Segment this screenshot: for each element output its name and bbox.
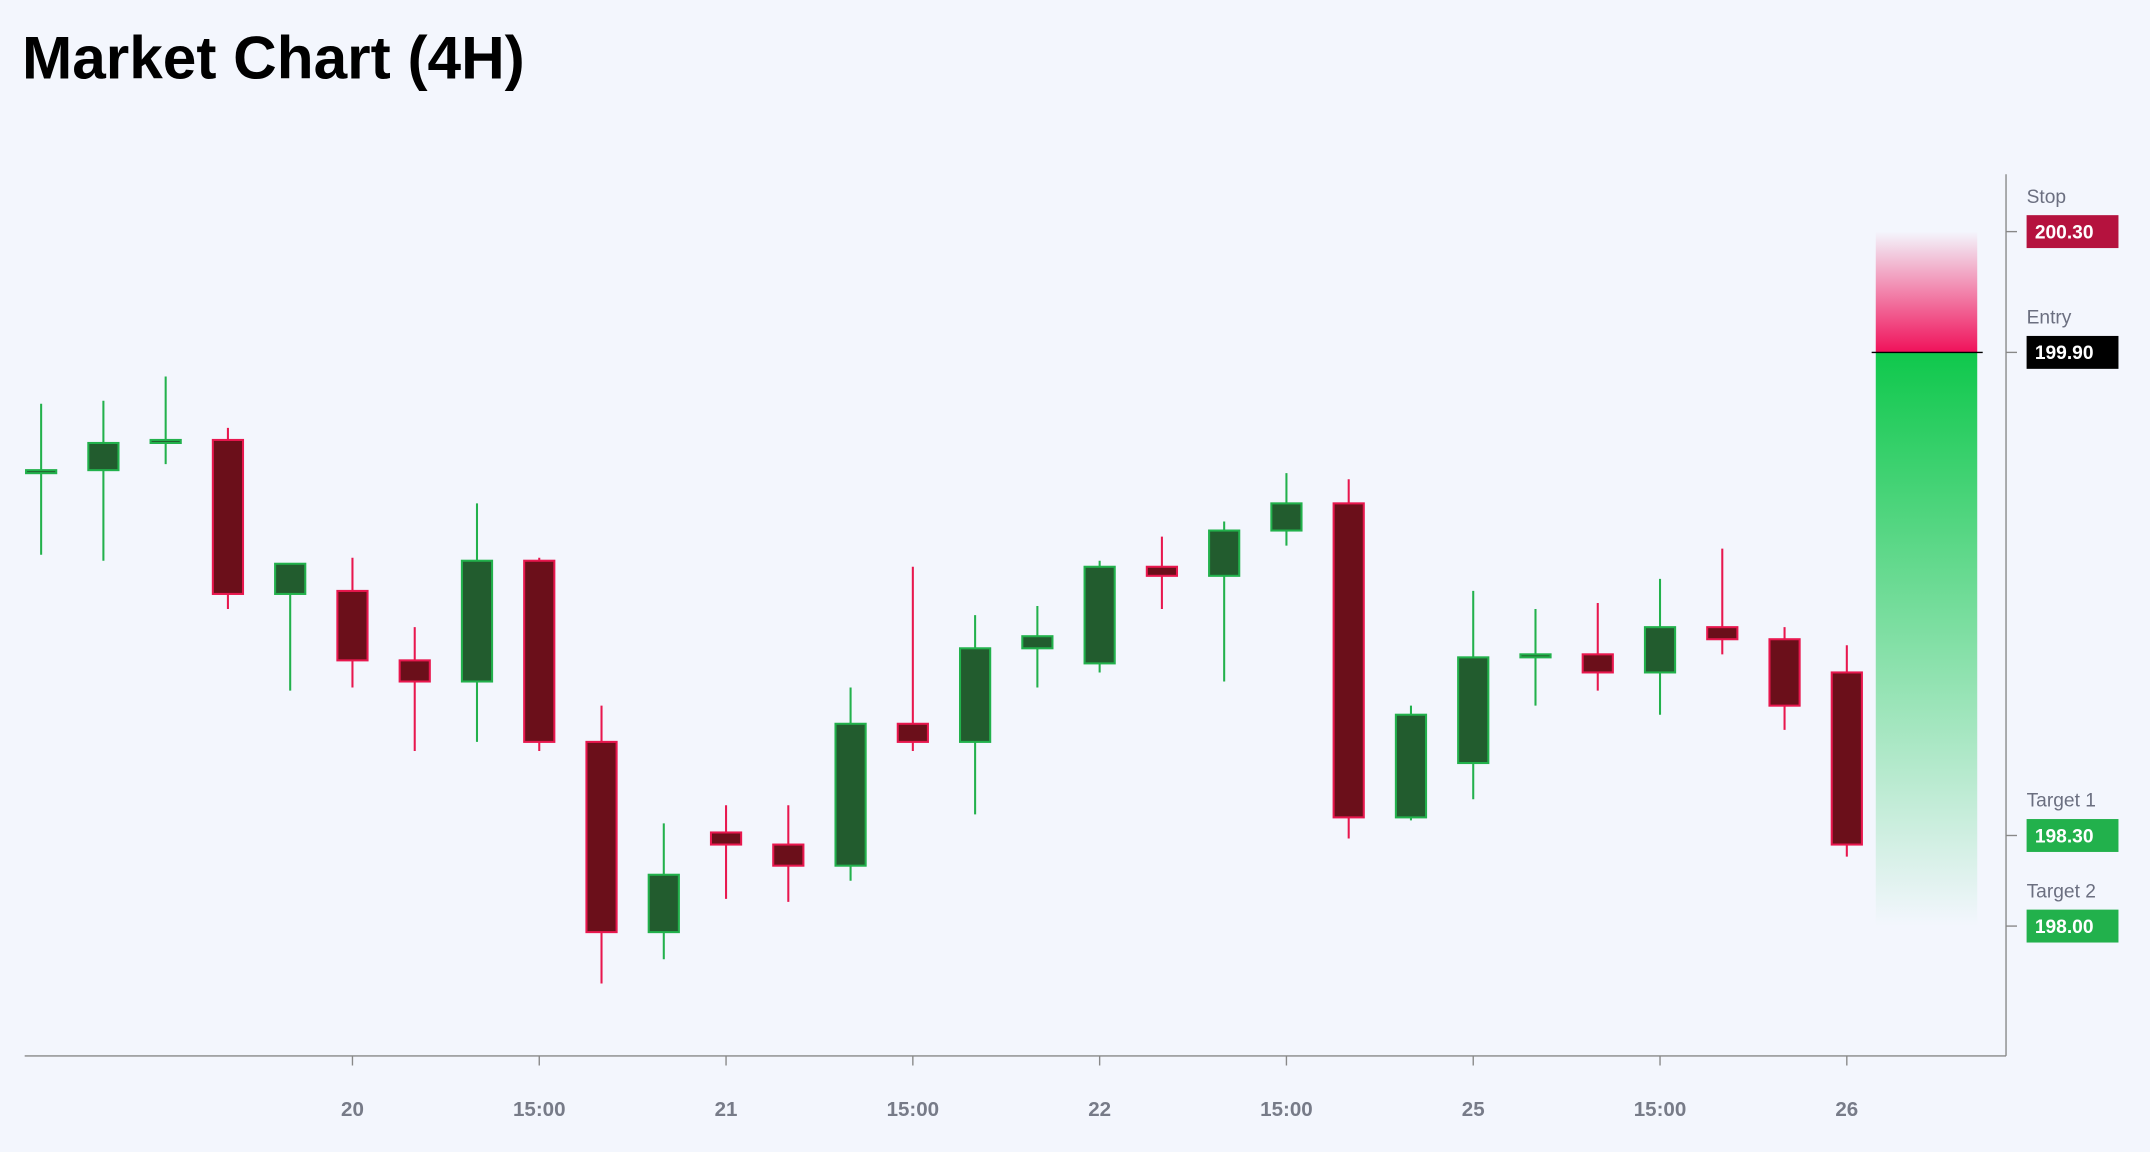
candle-body — [1270, 502, 1303, 532]
candle-body — [460, 559, 494, 683]
candle-body — [585, 740, 618, 934]
candle-body — [1519, 653, 1552, 659]
level-tag — [2026, 215, 2119, 249]
candle-body — [1643, 626, 1677, 674]
level-name: Stop — [2027, 187, 2066, 208]
x-tick-label: 15:00 — [1260, 1098, 1313, 1121]
candle-body — [1457, 656, 1490, 765]
level-value: 199.90 — [2035, 343, 2094, 364]
x-tick-label: 15:00 — [887, 1098, 940, 1121]
level-name: Target 1 — [2027, 791, 2096, 812]
level-value: 200.30 — [2035, 222, 2094, 243]
x-tick-label: 20 — [341, 1098, 364, 1121]
candle-body — [1332, 502, 1365, 819]
level-name: Entry — [2027, 308, 2072, 329]
level-tag — [2026, 335, 2119, 369]
candle-body — [1706, 626, 1739, 641]
x-tick-label: 15:00 — [513, 1098, 566, 1121]
candle-body — [149, 438, 182, 445]
candle-body — [834, 722, 867, 867]
x-tick-label: 22 — [1088, 1098, 1111, 1121]
candle-body — [772, 843, 805, 867]
candle-body — [274, 562, 307, 595]
candle-body — [647, 873, 680, 934]
candle-body — [958, 647, 992, 743]
level-tag — [2026, 819, 2119, 852]
candle-body — [1394, 713, 1428, 819]
candle-body — [398, 659, 431, 683]
candle-body — [1581, 653, 1614, 674]
reward-zone — [1875, 352, 1978, 927]
candle-body — [1145, 565, 1179, 577]
level-value: 198.00 — [2035, 917, 2094, 938]
level-tag — [2026, 909, 2119, 943]
candle-body — [709, 831, 743, 846]
level-name: Target 2 — [2027, 881, 2096, 902]
candle-body — [523, 559, 556, 743]
chart-title: Market Chart (4H) — [22, 23, 525, 91]
risk-zone — [1875, 231, 1978, 353]
x-tick-label: 25 — [1462, 1098, 1485, 1121]
candle-body — [1830, 671, 1863, 846]
x-tick-label: 15:00 — [1634, 1098, 1687, 1121]
candle-body — [896, 722, 929, 743]
x-tick-label: 21 — [715, 1098, 738, 1121]
candle-body — [211, 438, 245, 595]
candle-body — [1208, 529, 1241, 577]
candle-body — [25, 469, 58, 475]
candle-body — [87, 441, 120, 472]
x-tick-label: 26 — [1835, 1098, 1858, 1121]
candle-body — [1083, 565, 1116, 665]
candle-body — [1021, 635, 1054, 650]
level-value: 198.30 — [2035, 826, 2094, 847]
candle-body — [1768, 638, 1801, 707]
candle-body — [336, 589, 369, 662]
